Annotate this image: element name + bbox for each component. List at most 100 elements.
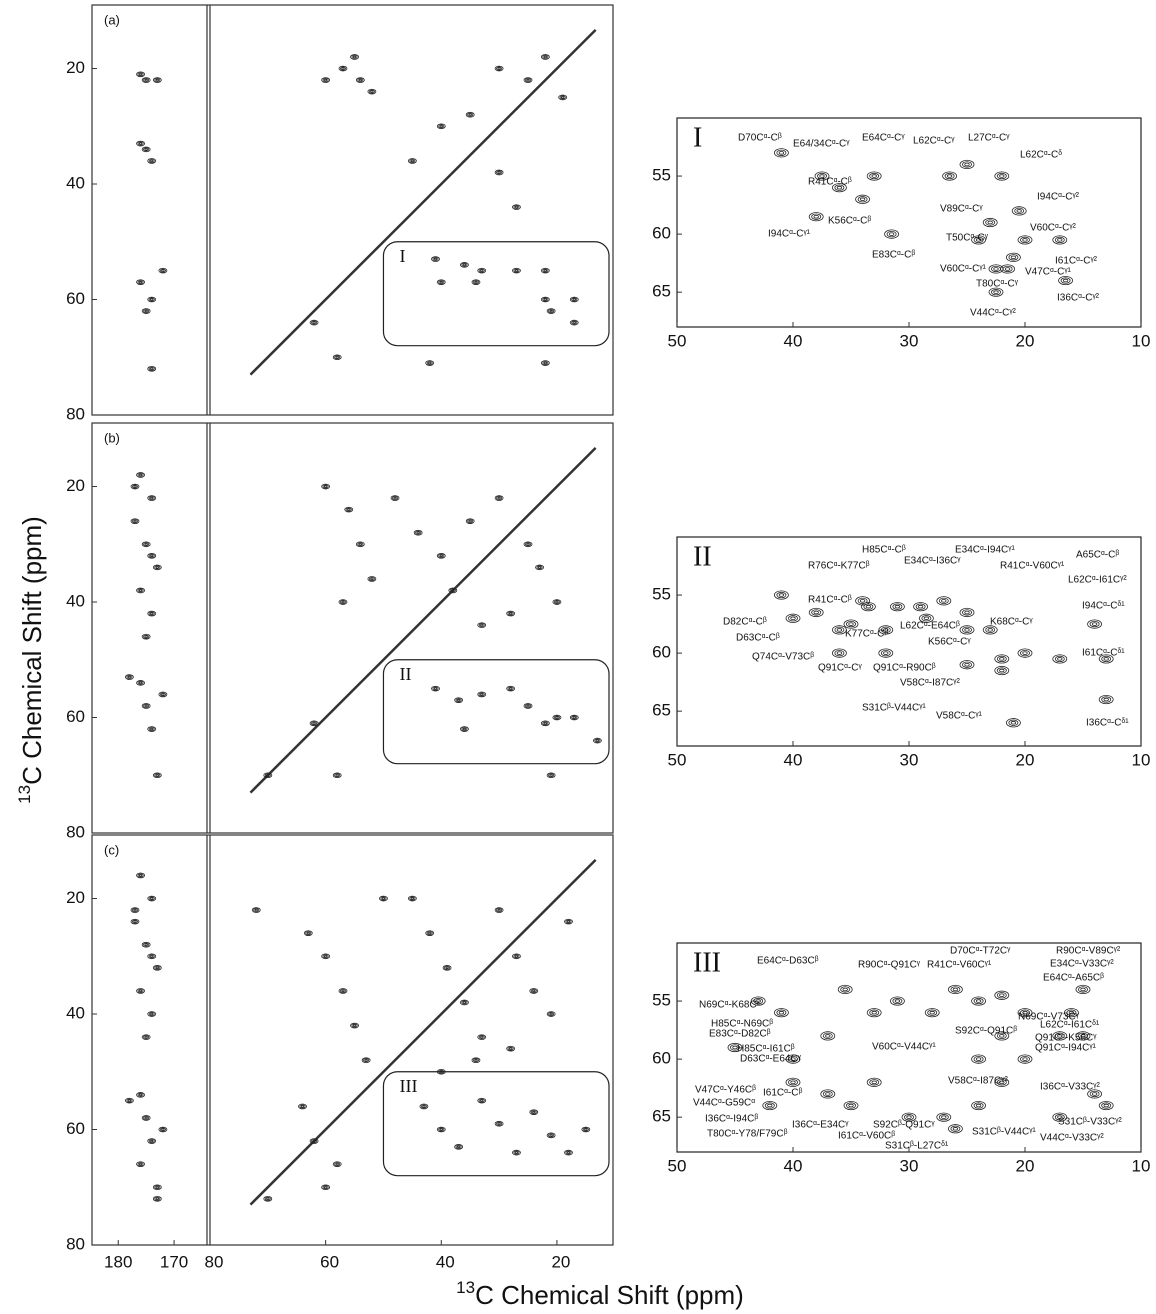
peak-annotation: K56Cᵅ-Cᵝ <box>828 216 871 227</box>
peak-contour <box>976 1000 980 1003</box>
peak-annotation: V89Cᵅ-Cᵞ <box>940 204 983 215</box>
peak-contour <box>469 520 472 522</box>
peak-contour <box>1063 279 1067 282</box>
x-tick-label: 60 <box>320 1252 339 1271</box>
peak-contour <box>440 281 443 283</box>
peak-contour <box>893 604 902 609</box>
peak-annotation: L62Cᵅ-E64Cᵝ <box>900 621 960 632</box>
peak-contour <box>1009 255 1018 260</box>
peak-contour <box>991 266 1000 271</box>
peak-contour <box>916 604 925 609</box>
peak-contour <box>150 555 153 557</box>
peak-contour <box>428 362 431 364</box>
x-tick-label: 80 <box>205 1252 224 1271</box>
peak-contour <box>976 1058 980 1061</box>
peak-contour <box>1017 210 1021 213</box>
peak-contour <box>139 990 142 992</box>
region-box <box>383 242 609 346</box>
x-tick-label: 40 <box>436 1252 455 1271</box>
peak-contour <box>939 598 948 603</box>
peak-contour <box>779 151 783 154</box>
y-tick-label: 60 <box>652 643 671 662</box>
peak-contour <box>1020 237 1029 242</box>
peak-annotation: R76Cᵅ-K77Cᵝ <box>808 561 870 572</box>
peak-contour <box>156 79 159 81</box>
peak-contour <box>814 215 818 218</box>
peak-annotation: R41Cᵅ-V60Cᵞ¹ <box>1000 561 1065 572</box>
peak-contour <box>1081 988 1085 991</box>
peak-annotation: N69Cᵅ-K68Cᵋ <box>699 1000 760 1011</box>
peak-contour <box>1058 239 1062 242</box>
peak-contour <box>887 231 896 236</box>
peak-contour <box>988 221 992 224</box>
peak-contour <box>544 723 547 725</box>
peak-contour <box>359 543 362 545</box>
peak-annotation: E83Cᵅ-D82Cᵝ <box>709 1029 771 1040</box>
y-tick-label: 60 <box>652 1049 671 1068</box>
peak-contour <box>365 1059 368 1061</box>
peak-contour <box>463 728 466 730</box>
peak-contour <box>417 532 420 534</box>
peak-contour <box>145 543 148 545</box>
peak-contour <box>1020 650 1029 655</box>
peak-contour <box>301 1106 304 1108</box>
peak-contour <box>498 909 501 911</box>
peak-contour <box>440 1129 443 1131</box>
peak-annotation: V60Cᵅ-V44Cᵞ¹ <box>872 1042 936 1053</box>
peak-contour <box>457 699 460 701</box>
y-tick-label: 20 <box>66 476 85 495</box>
peak-contour <box>895 1000 899 1003</box>
peak-contour <box>156 967 159 969</box>
peak-annotation: H85Cᵅ-Cᵝ <box>862 545 906 556</box>
peak-annotation: D63Cᵅ-E64Cᵞ <box>740 1054 802 1065</box>
peak-contour <box>139 875 142 877</box>
peak-contour <box>986 627 995 632</box>
peak-contour <box>145 79 148 81</box>
peak-annotation: E83Cᵅ-Cᵝ <box>872 250 915 261</box>
peak-contour <box>924 617 928 620</box>
peak-contour <box>567 1152 570 1154</box>
x-tick-label: 20 <box>1016 1156 1035 1175</box>
peak-contour <box>556 717 559 719</box>
peak-contour <box>870 1080 879 1085</box>
x-tick-label: 10 <box>1132 331 1151 350</box>
y-tick-label: 55 <box>652 991 671 1010</box>
peak-annotation: I94Cᵅ-Cᵟ¹ <box>1082 601 1125 612</box>
peak-contour <box>994 268 998 271</box>
peak-contour <box>1000 669 1004 672</box>
peak-contour <box>1005 268 1009 271</box>
peak-contour <box>446 967 449 969</box>
peak-contour <box>997 993 1006 998</box>
y-tick-label: 40 <box>66 1003 85 1022</box>
region-box <box>383 660 609 764</box>
x-tick-label: 40 <box>784 331 803 350</box>
peak-annotation: S31Cᵝ-V44Cᵞ¹ <box>972 1127 1036 1138</box>
peak-contour <box>779 1011 783 1014</box>
peak-contour <box>394 497 397 499</box>
diagonal <box>250 860 595 1205</box>
peak-contour <box>881 650 890 655</box>
peak-contour <box>870 1010 879 1015</box>
peak-contour <box>139 74 142 76</box>
peak-annotation: V44Cᵅ-Cᵞ² <box>970 308 1017 319</box>
peak-contour <box>849 1104 853 1107</box>
panel-label: II <box>693 541 712 572</box>
region-label: III <box>399 1076 417 1096</box>
peak-contour <box>893 998 902 1003</box>
x-tick-label: 50 <box>668 1156 687 1175</box>
peak-annotation: R41Cᵅ-V60Cᵞ¹ <box>927 960 992 971</box>
peak-contour <box>498 68 501 70</box>
peak-annotation: V44Cᵅ-V33Cᵞ² <box>1040 1133 1104 1144</box>
panel-label: (b) <box>104 430 120 445</box>
x-tick-label: 170 <box>160 1252 188 1271</box>
peak-contour <box>434 688 437 690</box>
peak-contour <box>156 774 159 776</box>
x-tick-label: 30 <box>900 1156 919 1175</box>
peak-contour <box>1078 987 1087 992</box>
peak-contour <box>347 509 350 511</box>
peak-contour <box>150 497 153 499</box>
peak-contour <box>860 600 864 603</box>
peak-contour <box>872 1011 876 1014</box>
peak-annotation: D70Cᵅ-T72Cᵞ <box>950 946 1011 957</box>
peak-annotation: I36Cᵅ-Cᵟ¹ <box>1086 718 1129 729</box>
